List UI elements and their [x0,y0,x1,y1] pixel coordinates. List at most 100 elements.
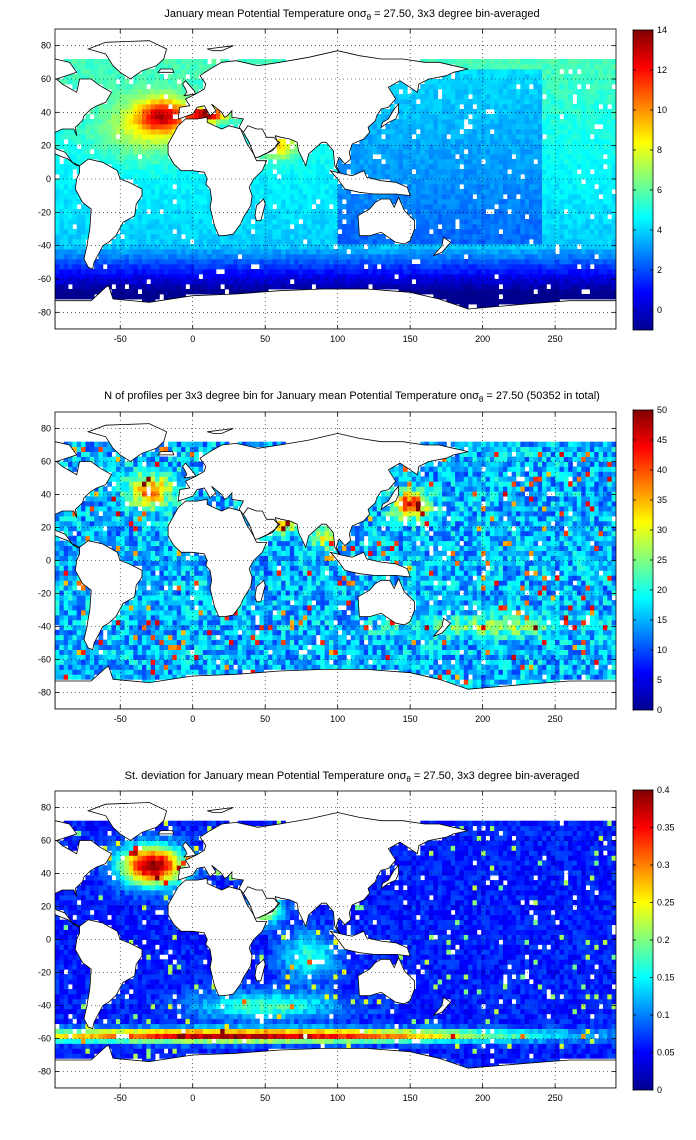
heatmap-cell [137,214,143,220]
heatmap-cell [485,79,491,85]
heatmap-cell [128,279,134,285]
heatmap-cell [481,224,486,230]
heatmap-cell [394,94,399,100]
heatmap-cell [598,199,604,205]
heatmap-cell [268,234,273,240]
heatmap-cell [463,219,469,225]
heatmap-cell [68,214,73,220]
heatmap-cell [568,84,573,90]
heatmap-cell [611,194,616,200]
heatmap-cell [272,664,278,670]
heatmap-cell [459,224,465,230]
heatmap-cell [328,209,334,215]
heatmap-cell [424,174,430,180]
heatmap-cell [502,249,508,255]
heatmap-cell [285,144,291,150]
heatmap-cell [294,264,299,270]
heatmap-cell [407,134,413,140]
heatmap-cell [311,249,317,255]
heatmap-cell [437,219,443,225]
heatmap-cell [611,249,616,255]
heatmap-cell [250,194,256,200]
heatmap-cell [68,184,73,190]
heatmap-cell [437,174,443,180]
heatmap-cell [529,214,534,220]
heatmap-cell [402,284,408,290]
heatmap-cell [437,279,443,285]
heatmap-cell [576,159,582,165]
heatmap-cell [576,664,582,670]
heatmap-cell [311,169,317,175]
heatmap-cell [424,279,430,285]
heatmap-cell [359,199,365,205]
heatmap-cell [368,234,373,240]
heatmap-cell [598,664,604,670]
heatmap-cell [611,289,616,295]
heatmap-cell [437,109,443,115]
heatmap-cell [420,164,426,170]
heatmap-cell [259,284,265,290]
heatmap-cell [433,264,439,270]
heatmap-cell [533,154,539,160]
heatmap-cell [563,154,569,160]
heatmap-cell [576,199,582,205]
heatmap-cell [411,124,417,130]
heatmap-cell [611,149,616,155]
heatmap-cell [133,269,139,275]
heatmap-cell [446,144,452,150]
heatmap-cell [281,169,286,175]
heatmap-cell [524,84,530,90]
heatmap-cell [576,164,582,170]
heatmap-cell [572,194,578,200]
heatmap-cell [72,229,78,235]
heatmap-cell [550,119,556,125]
heatmap-cell [515,274,521,280]
heatmap-cell [289,234,295,240]
heatmap-cell [146,194,152,200]
heatmap-cell [320,239,326,245]
heatmap-cell [337,664,343,670]
heatmap-cell [598,254,604,260]
heatmap-cell [141,94,147,100]
heatmap-cell [172,179,178,185]
heatmap-cell [102,119,108,125]
heatmap-cell [59,224,65,230]
heatmap-cell [394,154,399,160]
heatmap-cell [515,234,521,240]
heatmap-cell [320,179,326,185]
heatmap-cell [189,659,195,665]
heatmap-cell [563,669,569,675]
heatmap-cell [585,189,591,195]
heatmap-cell [128,144,134,150]
heatmap-cell [559,144,565,150]
heatmap-cell [568,79,573,85]
heatmap-cell [415,249,421,255]
heatmap-cell [594,174,600,180]
heatmap-cell [481,204,486,210]
heatmap-cell [602,194,608,200]
heatmap-cell [120,119,125,125]
heatmap-cell [472,239,478,245]
heatmap-cell [585,219,591,225]
heatmap-cell [585,199,591,205]
heatmap-cell [529,244,534,250]
heatmap-cell [581,279,586,285]
heatmap-cell [237,274,243,280]
heatmap-cell [581,154,586,160]
heatmap-cell [350,244,356,250]
heatmap-cell [307,259,312,265]
heatmap-cell [594,64,600,70]
heatmap-cell [311,269,317,275]
heatmap-cell [433,204,439,210]
heatmap-cell [450,199,456,205]
heatmap-cell [376,134,382,140]
heatmap-cell [155,244,160,250]
heatmap-cell [359,139,365,145]
heatmap-cell [194,234,199,240]
heatmap-cell [537,119,543,125]
heatmap-cell [524,269,530,275]
heatmap-cell [202,254,208,260]
heatmap-cell [485,94,491,100]
heatmap-cell [176,89,182,95]
heatmap-cell [542,189,547,195]
